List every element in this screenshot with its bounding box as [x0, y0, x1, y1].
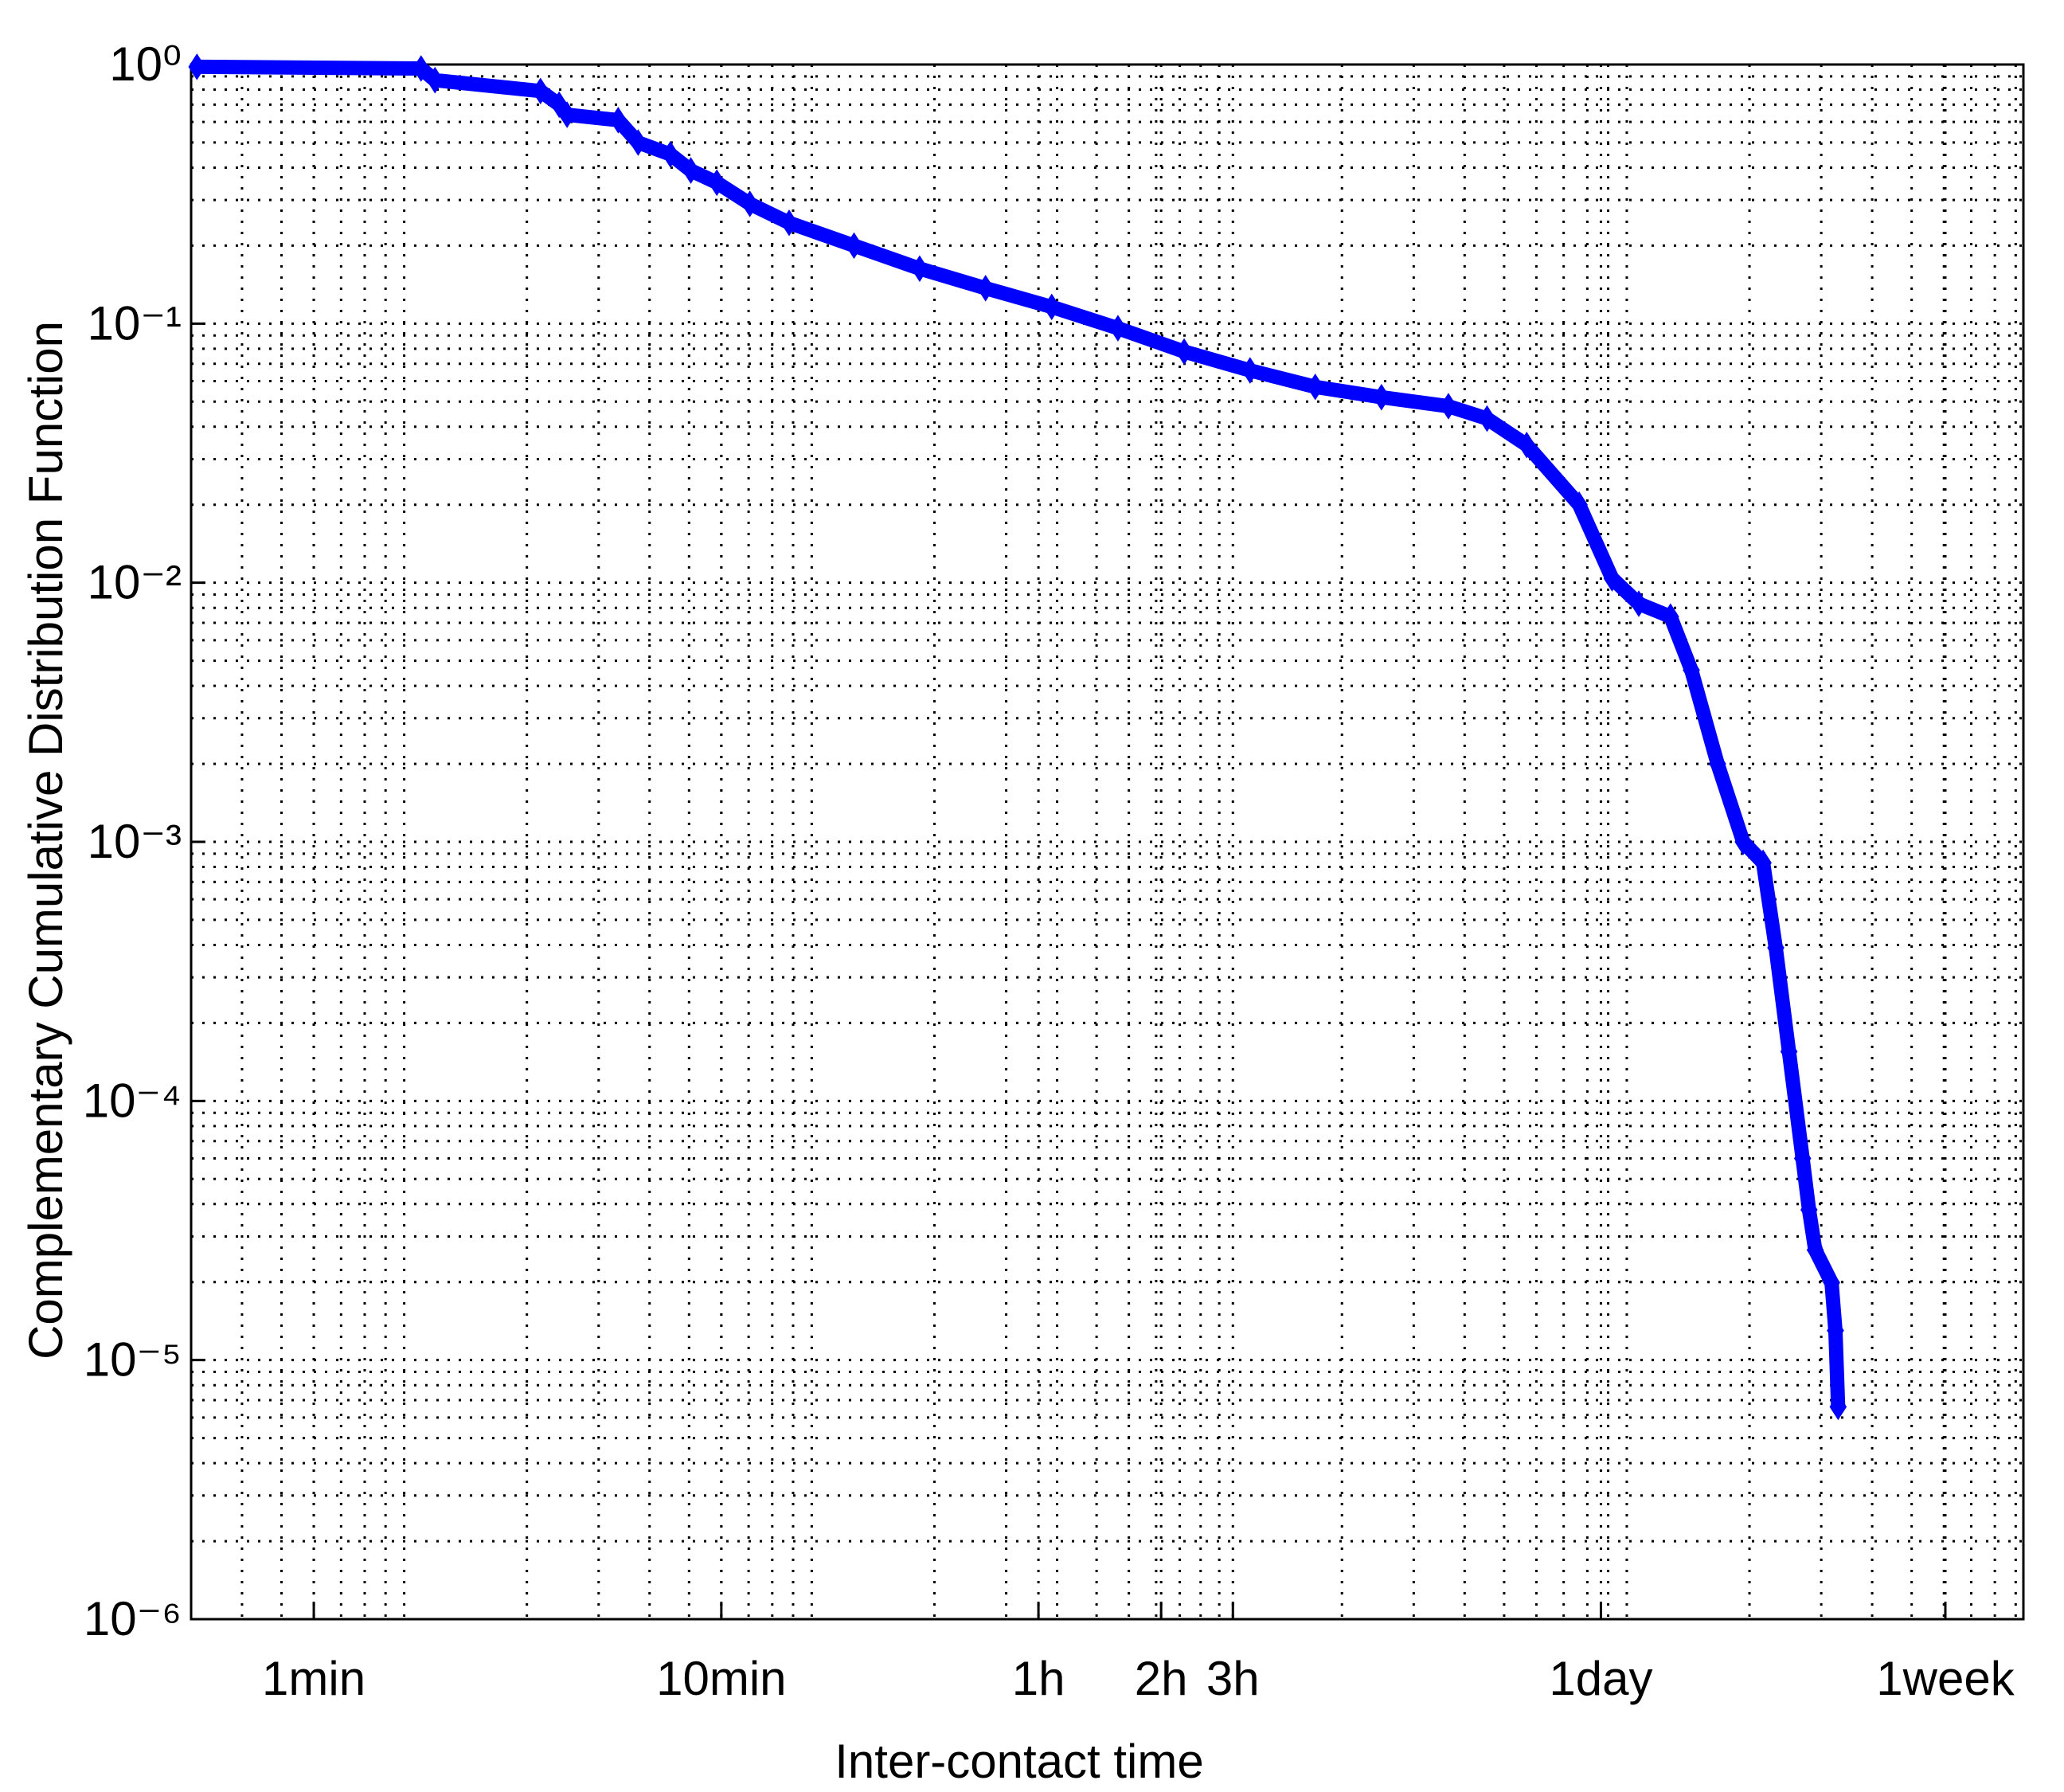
data-point	[188, 53, 206, 80]
data-point	[976, 275, 995, 302]
data-point	[708, 169, 726, 197]
x-tick-label: 1week	[1876, 1652, 2015, 1705]
y-tick-label: 10⁻²	[88, 556, 182, 609]
data-point	[845, 232, 863, 260]
data-point	[1793, 1144, 1812, 1172]
data-point	[1241, 357, 1259, 384]
data-point	[1042, 293, 1061, 321]
plot-frame	[190, 63, 2025, 1621]
data-point	[1478, 405, 1496, 432]
data-point	[741, 190, 759, 217]
data-point	[1440, 393, 1457, 420]
data-point	[1829, 1393, 1847, 1421]
y-tick-label: 10⁻⁵	[84, 1333, 182, 1387]
data-point	[1806, 1236, 1824, 1264]
data-point	[1373, 383, 1390, 411]
y-tick-label: 10⁻³	[88, 815, 182, 868]
data-point	[412, 55, 430, 82]
data-point	[1603, 565, 1621, 592]
x-axis-label: Inter-contact time	[835, 1735, 1204, 1788]
y-tick-label: 10⁰	[109, 37, 182, 91]
x-tick-label: 10min	[656, 1652, 786, 1705]
data-point	[780, 209, 798, 237]
data-point	[1767, 934, 1784, 961]
data-point	[1780, 1038, 1798, 1066]
data-point	[1630, 590, 1648, 617]
data-point	[1800, 1196, 1818, 1223]
y-tick-label: 10⁻⁴	[83, 1074, 182, 1127]
data-point	[1827, 1317, 1844, 1344]
data-point	[1306, 373, 1324, 401]
data-point	[1109, 315, 1127, 342]
data-point	[558, 101, 576, 128]
data-point	[1754, 849, 1772, 877]
data-point	[1823, 1269, 1840, 1297]
x-tick-label: 1day	[1549, 1652, 1652, 1705]
x-tick-label: 3h	[1206, 1652, 1260, 1705]
data-point	[1709, 750, 1726, 777]
x-tick-label: 1min	[262, 1652, 366, 1705]
x-tick-label: 2h	[1135, 1652, 1188, 1705]
y-tick-label: 10⁻⁶	[84, 1592, 182, 1645]
data-point	[911, 255, 928, 283]
data-point	[1734, 828, 1752, 855]
data-point	[1518, 431, 1536, 459]
x-tick-label: 1h	[1012, 1652, 1065, 1705]
data-point	[629, 129, 647, 156]
data-point	[531, 77, 549, 105]
data-point	[426, 66, 444, 94]
y-tick-label: 10⁻¹	[88, 296, 182, 350]
y-axis-label: Complementary Cumulative Distribution Fu…	[19, 321, 72, 1360]
data-point	[1662, 603, 1679, 630]
data-point	[1683, 656, 1700, 684]
data-point	[662, 141, 679, 168]
data-point	[609, 107, 627, 134]
data-point	[1175, 338, 1193, 366]
data-point	[1570, 491, 1588, 518]
data-point	[682, 157, 700, 184]
